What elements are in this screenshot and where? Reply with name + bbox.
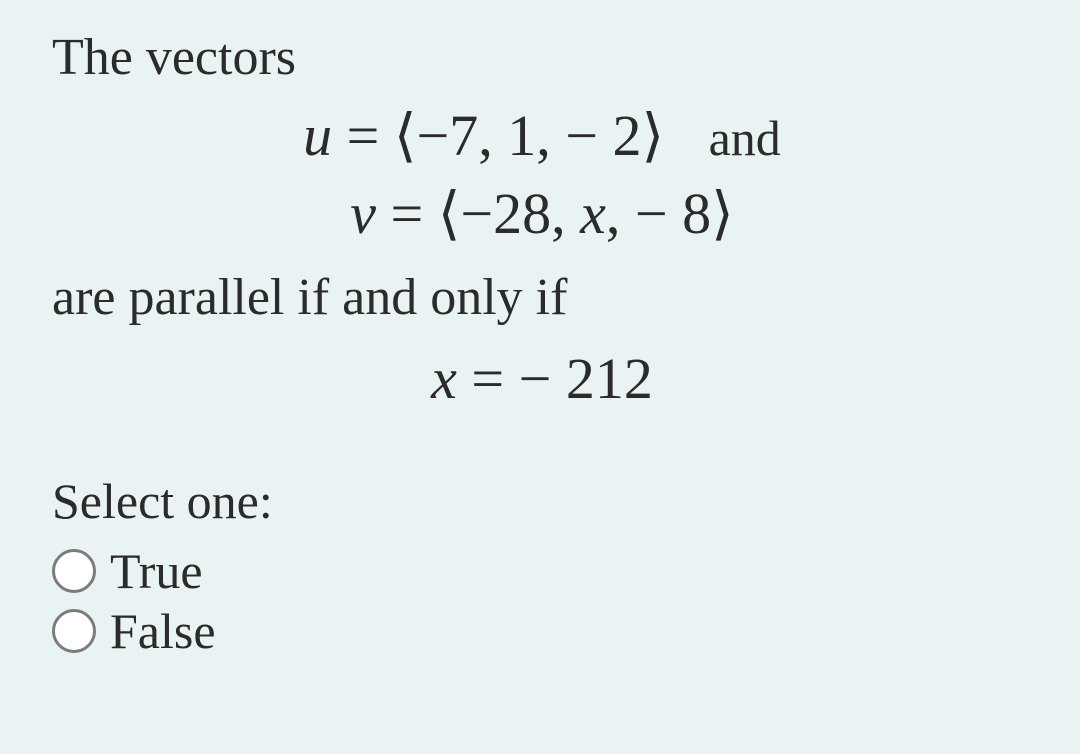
option-false-label: False <box>110 602 216 660</box>
u-close: ⟩ <box>641 103 664 168</box>
v-c1: −28, <box>460 181 565 246</box>
vector-v-row: v = ⟨−28, x, − 8⟩ <box>52 175 1032 253</box>
v-var: v <box>350 181 376 246</box>
v-close: ⟩ <box>711 181 734 246</box>
u-c2: 1, <box>507 103 551 168</box>
option-true-label: True <box>110 542 203 600</box>
condition-text: are parallel if and only if <box>52 268 1032 327</box>
select-one-label: Select one: <box>52 472 1032 530</box>
v-open: ⟨ <box>438 181 461 246</box>
x-eq: = <box>471 346 504 411</box>
x-val: − 212 <box>519 346 653 411</box>
u-c1: −7, <box>417 103 493 168</box>
intro-text: The vectors <box>52 28 1032 87</box>
v-c2-comma: , <box>606 181 621 246</box>
option-false[interactable]: False <box>52 602 1032 660</box>
and-word: and <box>709 110 781 166</box>
radio-icon[interactable] <box>52 549 96 593</box>
u-c3: − 2 <box>565 103 641 168</box>
radio-icon[interactable] <box>52 609 96 653</box>
v-c2-var: x <box>580 181 606 246</box>
answer-math: x = − 212 <box>52 345 1032 412</box>
option-true[interactable]: True <box>52 542 1032 600</box>
vector-u-row: u = ⟨−7, 1, − 2⟩ and <box>52 97 1032 175</box>
u-open: ⟨ <box>394 103 417 168</box>
vectors-math: u = ⟨−7, 1, − 2⟩ and v = ⟨−28, x, − 8⟩ <box>52 97 1032 254</box>
u-var: u <box>303 103 332 168</box>
x-var: x <box>431 346 457 411</box>
v-eq-sign: = <box>391 181 424 246</box>
v-c3: − 8 <box>635 181 711 246</box>
question-container: The vectors u = ⟨−7, 1, − 2⟩ and v = ⟨−2… <box>0 0 1080 660</box>
u-eq-sign: = <box>347 103 380 168</box>
